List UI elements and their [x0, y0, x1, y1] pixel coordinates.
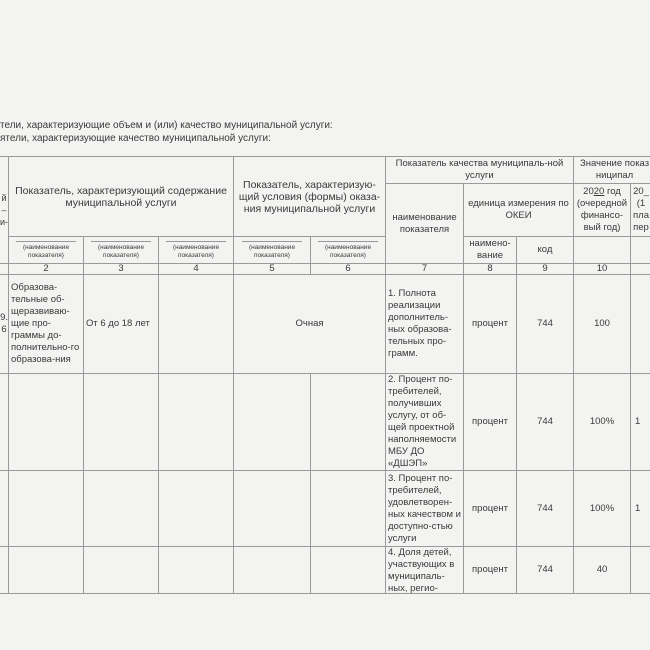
indicator-name: 4. Доля детей, участвующих в муниципаль-… — [385, 546, 463, 593]
empty-cell — [233, 546, 310, 593]
row1-program: Образова-тельные об-щеразвиваю-щие про-г… — [8, 274, 83, 373]
empty-cell — [83, 470, 158, 546]
empty-cell — [83, 546, 158, 593]
indicator-unit: процент — [463, 373, 516, 470]
empty-cell — [310, 470, 385, 546]
col-num: 10 — [573, 263, 630, 274]
empty-cell — [158, 470, 233, 546]
indicator-name: 2. Процент по-требителей, получивших усл… — [385, 373, 463, 470]
indicator-unit: процент — [463, 546, 516, 593]
row1-form: Очная — [233, 274, 385, 373]
year2-sub — [630, 236, 650, 263]
quality-group-header: Показатель качества муниципаль-ной услуг… — [385, 156, 573, 183]
empty-cell — [8, 546, 83, 593]
indicator-code: 744 — [516, 546, 573, 593]
okei-name-header: наимено-вание — [463, 236, 516, 263]
year2-header: 20_ (1 пла пер — [630, 183, 650, 236]
content-group-header: Показатель, характеризующий содержание м… — [8, 156, 233, 236]
empty-cell — [158, 373, 233, 470]
sub-label-5: (наименование показателя) — [233, 236, 310, 263]
col-num: 2 — [8, 263, 83, 274]
indicator-value-year1: 100% — [573, 470, 630, 546]
sub-label-4: (наименование показателя) — [158, 236, 233, 263]
empty-cell — [8, 373, 83, 470]
col-num: 8 — [463, 263, 516, 274]
indicator-name: 1. Полнота реализации дополнитель-ных об… — [385, 274, 463, 373]
year1-sub — [573, 236, 630, 263]
indicator-code: 744 — [516, 274, 573, 373]
col-num: 3 — [83, 263, 158, 274]
col-num-1 — [0, 263, 8, 274]
conditions-group-header: Показатель, характеризую-щий условия (фо… — [233, 156, 385, 236]
empty-cell — [8, 470, 83, 546]
intro-line-2: ятели, характеризующие качество муниципа… — [0, 133, 271, 144]
row1-code-fragment: 9. 6 — [0, 274, 8, 373]
okei-code-header: код — [516, 236, 573, 263]
year1-header: 2020 год (очередной финансо-вый год) — [573, 183, 630, 236]
table-bottom-border — [0, 593, 650, 594]
sub-label-text: (наименование показателя) — [248, 243, 296, 259]
col1-header-fragment: й – и- — [0, 156, 8, 263]
indicator-code: 744 — [516, 373, 573, 470]
empty-cell — [0, 373, 8, 470]
empty-cell — [233, 470, 310, 546]
empty-cell — [158, 546, 233, 593]
indicator-value-year2: 1 — [630, 373, 650, 470]
value-group-header: Значение показ ниципал — [573, 156, 650, 183]
indicator-code: 744 — [516, 470, 573, 546]
empty-cell — [0, 470, 8, 546]
sub-label-text: (наименование показателя) — [172, 243, 220, 259]
indicator-value-year2: 1 — [630, 470, 650, 546]
indicator-unit: процент — [463, 470, 516, 546]
intro-line-1: тели, характеризующие объем и (или) каче… — [0, 120, 333, 131]
year1-prefix: 20 — [583, 186, 594, 197]
sub-label-text: (наименование показателя) — [97, 243, 145, 259]
sub-label-2: (наименование показателя) — [8, 236, 83, 263]
empty-cell — [0, 546, 8, 593]
col-num: 4 — [158, 263, 233, 274]
indicator-value-year1: 100 — [573, 274, 630, 373]
indicator-value-year2 — [630, 274, 650, 373]
sub-label-6: (наименование показателя) — [310, 236, 385, 263]
indicator-value-year1: 40 — [573, 546, 630, 593]
empty-cell — [83, 373, 158, 470]
empty-cell — [233, 373, 310, 470]
sub-label-text: (наименование показателя) — [324, 243, 372, 259]
col-num-11 — [630, 263, 650, 274]
empty-cell — [310, 546, 385, 593]
indicator-name: 3. Процент по-требителей, удовлетворен-н… — [385, 470, 463, 546]
indicator-value-year2 — [630, 546, 650, 593]
indicator-value-year1: 100% — [573, 373, 630, 470]
indicator-unit: процент — [463, 274, 516, 373]
col-num: 5 — [233, 263, 310, 274]
sub-label-3: (наименование показателя) — [83, 236, 158, 263]
col-num: 9 — [516, 263, 573, 274]
year1-suffix: год (очередной финансо-вый год) — [576, 186, 628, 233]
year1-value: 20 — [593, 186, 605, 197]
row1-age: От 6 до 18 лет — [83, 274, 158, 373]
row1-col4 — [158, 274, 233, 373]
col-num: 6 — [310, 263, 385, 274]
indicator-name-header: наименование показателя — [385, 183, 463, 263]
sub-label-text: (наименование показателя) — [22, 243, 70, 259]
empty-cell — [310, 373, 385, 470]
col-num: 7 — [385, 263, 463, 274]
okei-unit-header: единица измерения по ОКЕИ — [463, 183, 573, 236]
